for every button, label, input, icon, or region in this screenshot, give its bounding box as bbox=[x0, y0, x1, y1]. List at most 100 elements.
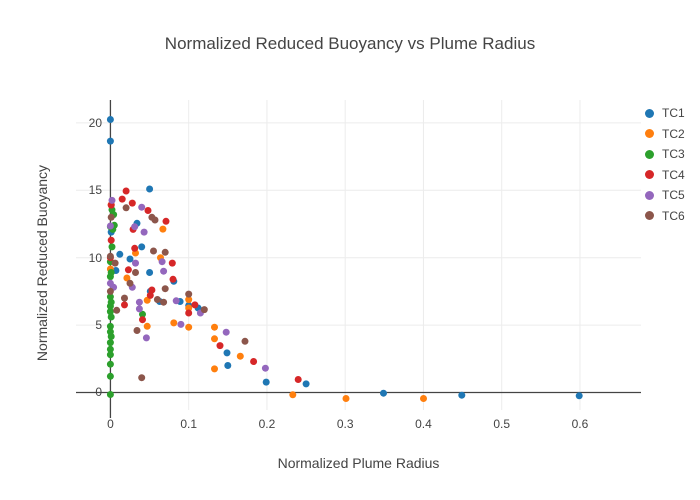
data-point[interactable] bbox=[224, 362, 232, 369]
legend-item-tc4[interactable]: TC4 bbox=[645, 165, 685, 186]
data-point[interactable] bbox=[108, 196, 116, 204]
data-point[interactable] bbox=[161, 248, 169, 256]
data-point[interactable] bbox=[185, 296, 193, 304]
data-point[interactable] bbox=[106, 293, 114, 301]
data-point[interactable] bbox=[241, 337, 249, 345]
data-point[interactable] bbox=[135, 298, 143, 306]
data-point[interactable] bbox=[126, 255, 134, 263]
data-point[interactable] bbox=[168, 259, 176, 267]
data-point[interactable] bbox=[140, 228, 148, 236]
data-point[interactable] bbox=[216, 342, 224, 350]
data-point[interactable] bbox=[106, 322, 114, 330]
data-point[interactable] bbox=[158, 258, 166, 266]
data-point[interactable] bbox=[250, 358, 258, 365]
data-point[interactable] bbox=[107, 213, 115, 221]
data-point[interactable] bbox=[106, 339, 114, 347]
data-point[interactable] bbox=[380, 389, 387, 397]
legend-item-tc6[interactable]: TC6 bbox=[645, 206, 685, 227]
data-point[interactable] bbox=[106, 273, 114, 281]
data-point[interactable] bbox=[150, 247, 157, 255]
data-point[interactable] bbox=[222, 328, 230, 336]
data-point[interactable] bbox=[261, 364, 269, 372]
data-point[interactable] bbox=[107, 333, 115, 340]
data-point[interactable] bbox=[106, 391, 114, 398]
data-point[interactable] bbox=[169, 275, 177, 283]
data-point[interactable] bbox=[172, 297, 180, 305]
data-point[interactable] bbox=[123, 274, 131, 282]
data-point[interactable] bbox=[113, 306, 121, 314]
data-point[interactable] bbox=[575, 392, 583, 400]
data-point[interactable] bbox=[108, 243, 116, 251]
data-point[interactable] bbox=[146, 185, 154, 193]
legend-item-tc5[interactable]: TC5 bbox=[645, 185, 685, 206]
data-point[interactable] bbox=[160, 298, 168, 306]
data-point[interactable] bbox=[294, 376, 302, 383]
data-point[interactable] bbox=[107, 313, 115, 321]
data-point[interactable] bbox=[162, 217, 170, 225]
data-point[interactable] bbox=[223, 349, 231, 357]
data-point[interactable] bbox=[139, 316, 146, 324]
data-point[interactable] bbox=[153, 296, 161, 303]
data-point[interactable] bbox=[106, 252, 114, 260]
data-point[interactable] bbox=[118, 195, 126, 203]
data-point[interactable] bbox=[139, 310, 146, 318]
data-point[interactable] bbox=[138, 243, 146, 251]
data-point[interactable] bbox=[131, 244, 139, 252]
data-point[interactable] bbox=[185, 304, 193, 312]
data-point[interactable] bbox=[106, 345, 114, 353]
data-point[interactable] bbox=[236, 352, 244, 360]
data-point[interactable] bbox=[151, 216, 159, 224]
data-point[interactable] bbox=[133, 327, 141, 334]
data-point[interactable] bbox=[106, 287, 114, 295]
data-point[interactable] bbox=[121, 301, 128, 309]
data-point[interactable] bbox=[177, 320, 185, 328]
data-point[interactable] bbox=[132, 269, 139, 276]
legend-item-tc1[interactable]: TC1 bbox=[645, 103, 685, 124]
data-point[interactable] bbox=[146, 269, 154, 276]
data-point[interactable] bbox=[144, 207, 152, 214]
data-point[interactable] bbox=[131, 223, 139, 231]
data-point[interactable] bbox=[132, 259, 139, 267]
data-point[interactable] bbox=[185, 323, 193, 331]
data-point[interactable] bbox=[160, 267, 168, 275]
data-point[interactable] bbox=[211, 323, 218, 331]
data-point[interactable] bbox=[170, 319, 178, 327]
data-point[interactable] bbox=[106, 137, 114, 145]
data-point[interactable] bbox=[211, 365, 218, 373]
data-point[interactable] bbox=[111, 259, 119, 267]
data-point[interactable] bbox=[148, 286, 156, 294]
data-point[interactable] bbox=[106, 308, 114, 316]
data-point[interactable] bbox=[142, 334, 150, 342]
data-point[interactable] bbox=[121, 294, 128, 302]
data-point[interactable] bbox=[211, 335, 218, 343]
data-point[interactable] bbox=[135, 305, 143, 313]
legend-item-tc3[interactable]: TC3 bbox=[645, 144, 685, 165]
data-point[interactable] bbox=[126, 279, 134, 287]
data-point[interactable] bbox=[138, 203, 146, 211]
data-point[interactable] bbox=[262, 378, 270, 386]
data-point[interactable] bbox=[107, 236, 115, 244]
data-point[interactable] bbox=[106, 116, 114, 123]
data-point[interactable] bbox=[161, 285, 169, 293]
data-point[interactable] bbox=[106, 222, 114, 230]
data-point[interactable] bbox=[143, 322, 151, 330]
data-point[interactable] bbox=[116, 250, 124, 258]
data-point[interactable] bbox=[159, 225, 167, 233]
data-point[interactable] bbox=[185, 290, 193, 298]
data-point[interactable] bbox=[138, 374, 146, 382]
data-point[interactable] bbox=[106, 360, 114, 368]
data-point[interactable] bbox=[200, 306, 208, 314]
data-point[interactable] bbox=[122, 187, 130, 195]
data-point[interactable] bbox=[146, 291, 154, 299]
data-point[interactable] bbox=[106, 372, 114, 380]
data-point[interactable] bbox=[342, 395, 350, 402]
data-point[interactable] bbox=[420, 395, 427, 402]
data-point[interactable] bbox=[302, 380, 310, 388]
data-point[interactable] bbox=[106, 302, 114, 310]
data-point[interactable] bbox=[458, 391, 466, 399]
data-point[interactable] bbox=[191, 301, 199, 309]
data-point[interactable] bbox=[128, 199, 136, 207]
data-point[interactable] bbox=[185, 309, 193, 317]
data-point[interactable] bbox=[122, 204, 130, 212]
data-point[interactable] bbox=[124, 266, 132, 274]
